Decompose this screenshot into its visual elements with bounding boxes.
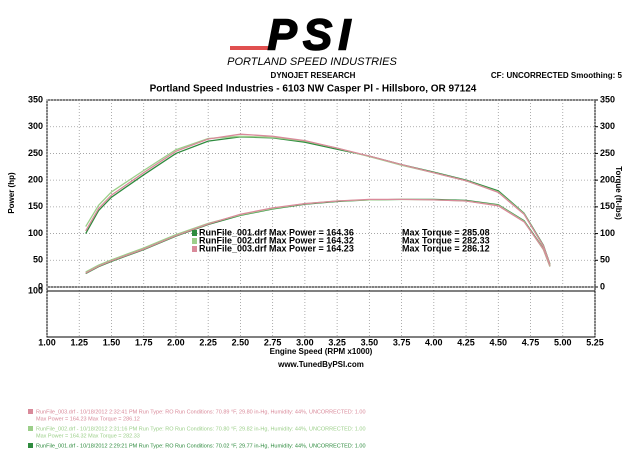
url: www.TunedByPSI.com bbox=[277, 360, 364, 369]
power-line bbox=[85, 198, 551, 274]
annotation-swatch bbox=[192, 238, 197, 244]
footer-swatch bbox=[28, 409, 33, 414]
annotation: Max Torque = 285.08 bbox=[402, 227, 490, 237]
y-tick-label: 250 bbox=[28, 148, 43, 158]
logo-stripe bbox=[230, 46, 270, 50]
x-tick-label: 4.50 bbox=[490, 337, 508, 347]
y2-axis-title: Torque (ft-lbs) bbox=[614, 166, 623, 220]
y2-tick-label: 250 bbox=[600, 148, 615, 158]
logo-subtitle: PORTLAND SPEED INDUSTRIES bbox=[227, 56, 397, 68]
logo-bg bbox=[205, 18, 420, 58]
footer-run: RunFile_003.drf - 10/18/2012 2:32:41 PM … bbox=[36, 409, 366, 415]
company: DYNOJET RESEARCH bbox=[271, 71, 356, 80]
torque-line bbox=[85, 136, 551, 265]
x-tick-label: 1.75 bbox=[135, 337, 153, 347]
x-tick-label: 1.00 bbox=[38, 337, 56, 347]
y-tick-label: 350 bbox=[28, 94, 43, 104]
x-tick-label: 5.00 bbox=[554, 337, 572, 347]
y-tick-label: 0 bbox=[38, 281, 43, 291]
footer-swatch bbox=[28, 426, 33, 431]
logo-text: PSI bbox=[268, 11, 357, 60]
x-tick-label: 2.25 bbox=[199, 337, 217, 347]
annotation: RunFile_002.drf Max Power = 164.32 bbox=[199, 235, 354, 245]
footer-max: Max Power = 164.32 Max Torque = 282.33 bbox=[36, 433, 140, 439]
annotation-swatch bbox=[192, 230, 197, 236]
y2-tick-label: 150 bbox=[600, 201, 615, 211]
y-tick-label: 150 bbox=[28, 201, 43, 211]
x-tick-label: 4.75 bbox=[522, 337, 540, 347]
x-tick-label: 3.75 bbox=[393, 337, 411, 347]
plot-frame bbox=[46, 99, 596, 288]
x-tick-label: 4.25 bbox=[457, 337, 475, 347]
subplot-tick-label: 100 bbox=[28, 285, 43, 295]
x-tick-label: 1.25 bbox=[70, 337, 88, 347]
y2-tick-label: 350 bbox=[600, 94, 615, 104]
x-axis-title: Engine Speed (RPM x1000) bbox=[270, 347, 373, 356]
x-tick-label: 2.50 bbox=[232, 337, 250, 347]
address: Portland Speed Industries - 6103 NW Casp… bbox=[150, 84, 477, 95]
footer-max: Max Power = 164.23 Max Torque = 286.12 bbox=[36, 416, 140, 422]
annotation: RunFile_001.drf Max Power = 164.36 bbox=[199, 227, 354, 237]
torque-line bbox=[85, 133, 551, 265]
settings: CF: UNCORRECTED Smoothing: 5 bbox=[491, 71, 623, 80]
y-tick-label: 200 bbox=[28, 175, 43, 185]
x-tick-label: 3.50 bbox=[361, 337, 379, 347]
annotation-swatch bbox=[192, 246, 197, 252]
footer-run: RunFile_002.drf - 10/18/2012 2:31:16 PM … bbox=[36, 426, 366, 432]
y2-tick-label: 300 bbox=[600, 121, 615, 131]
y-tick-label: 100 bbox=[28, 228, 43, 238]
y2-tick-label: 0 bbox=[600, 281, 605, 291]
footer-run: RunFile_001.drf - 10/18/2012 2:29:21 PM … bbox=[36, 443, 366, 449]
footer-swatch bbox=[28, 443, 33, 448]
y2-tick-label: 100 bbox=[600, 228, 615, 238]
x-tick-label: 2.00 bbox=[167, 337, 185, 347]
x-tick-label: 3.25 bbox=[328, 337, 346, 347]
x-tick-label: 5.25 bbox=[586, 337, 604, 347]
annotation: Max Torque = 286.12 bbox=[402, 243, 490, 253]
x-tick-label: 4.00 bbox=[425, 337, 443, 347]
y-axis-title: Power (hp) bbox=[7, 172, 16, 214]
annotation: RunFile_003.drf Max Power = 164.23 bbox=[199, 243, 354, 253]
y-tick-label: 300 bbox=[28, 121, 43, 131]
logo: PSI PORTLAND SPEED INDUSTRIES bbox=[205, 10, 420, 68]
y2-tick-label: 50 bbox=[600, 255, 610, 265]
x-tick-label: 1.50 bbox=[103, 337, 121, 347]
x-tick-label: 2.75 bbox=[264, 337, 282, 347]
y2-tick-label: 200 bbox=[600, 175, 615, 185]
annotation: Max Torque = 282.33 bbox=[402, 235, 490, 245]
x-tick-label: 3.00 bbox=[296, 337, 314, 347]
subplot-frame bbox=[46, 286, 596, 338]
y-tick-label: 50 bbox=[33, 255, 43, 265]
